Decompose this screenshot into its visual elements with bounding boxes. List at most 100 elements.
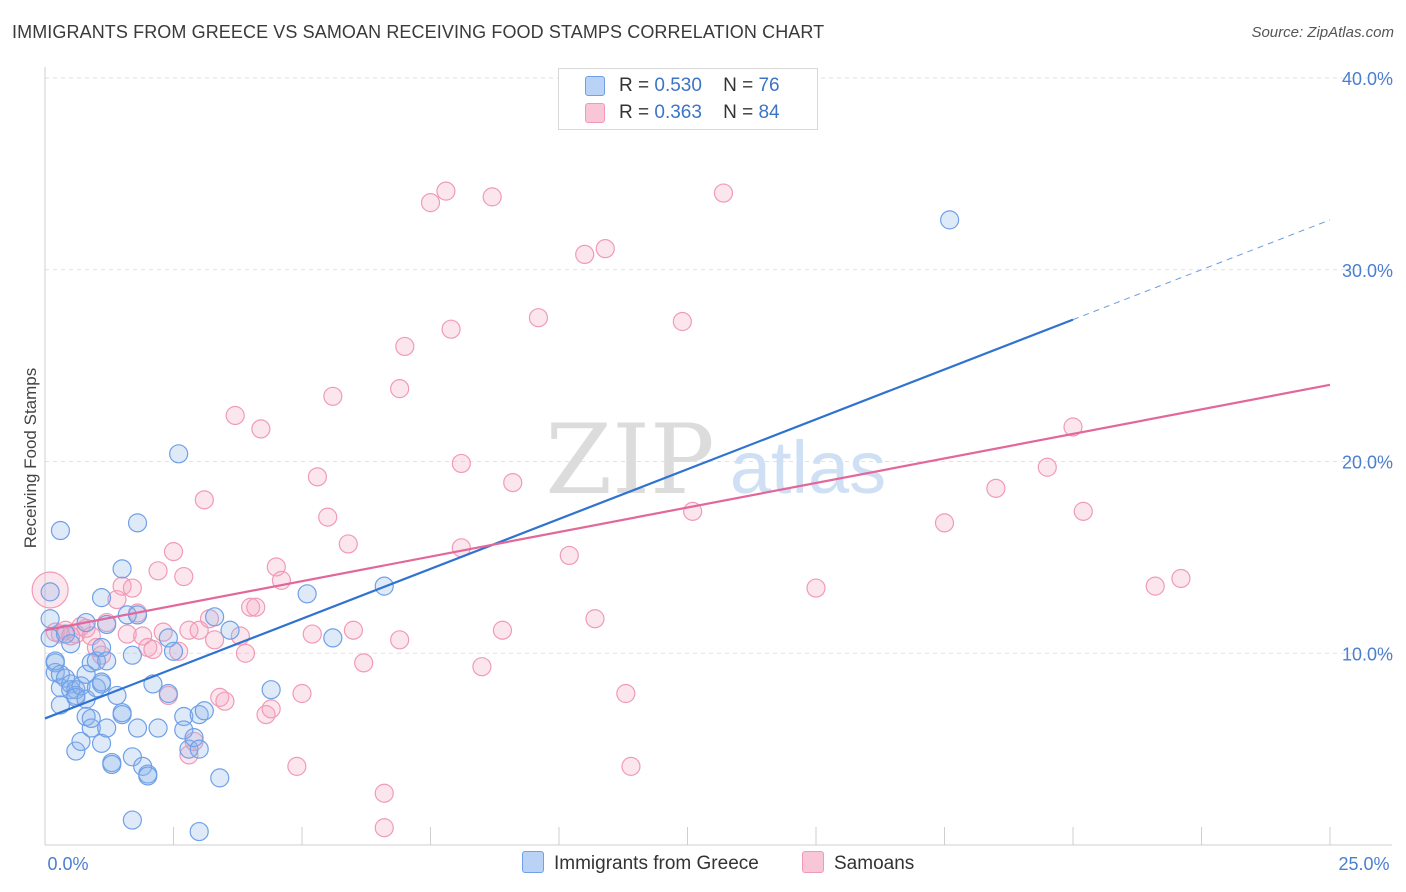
greece-point (91, 733, 112, 753)
greece-point (40, 582, 60, 602)
greece-point (55, 624, 76, 644)
chart-title: IMMIGRANTS FROM GREECE VS SAMOAN RECEIVI… (12, 22, 825, 42)
greece-point (45, 651, 65, 671)
greece-point (158, 683, 178, 704)
legend-r-value-samoans: 0.363 (654, 102, 702, 123)
samoan-point (354, 653, 374, 673)
greece-point (184, 728, 204, 748)
legend-r-label: R = (619, 75, 650, 96)
samoan-point (31, 571, 69, 609)
greece-point (169, 444, 189, 464)
greece-trendline-extension (1072, 219, 1331, 321)
y-tick-label: 10.0% (1342, 644, 1393, 664)
samoan-point (585, 609, 605, 629)
x-tick-label-min: 0.0% (47, 854, 88, 874)
y-axis-label: Receiving Food Stamps (21, 368, 40, 548)
samoan-point (225, 405, 245, 426)
bottom-legend-swatch-samoans (802, 851, 824, 873)
greece-point (210, 768, 230, 788)
bottom-legend-greece: Immigrants from Greece (522, 851, 759, 875)
samoan-point (1073, 501, 1093, 521)
samoan-point (117, 624, 137, 644)
greece-points (40, 210, 960, 842)
correlation-legend: R = 0.530 N = 76 R = 0.363 N = 84 (558, 68, 818, 130)
samoan-point (302, 624, 322, 644)
bottom-legend-label-greece: Immigrants from Greece (554, 853, 759, 874)
samoan-point (122, 578, 142, 598)
greece-point (122, 747, 142, 767)
greece-point (148, 718, 168, 738)
greece-point (97, 651, 117, 671)
samoan-point (482, 187, 502, 207)
samoan-point (390, 379, 410, 399)
greece-point (189, 739, 209, 759)
samoan-point (174, 566, 194, 587)
samoan-point (338, 534, 358, 554)
greece-point (179, 739, 199, 759)
legend-swatch-greece (585, 76, 605, 96)
y-tick-label: 40.0% (1342, 69, 1393, 89)
samoan-point (143, 639, 163, 660)
samoan-point (241, 597, 261, 617)
samoan-point (318, 507, 338, 527)
samoan-point (163, 542, 184, 562)
greece-point (61, 634, 81, 654)
samoan-point (153, 622, 173, 642)
samoan-point (194, 490, 214, 510)
greece-point (174, 706, 194, 727)
greece-point (40, 609, 60, 629)
legend-r-label: R = (619, 102, 650, 123)
samoan-point (179, 620, 199, 640)
samoan-point (986, 478, 1006, 498)
samoan-point (292, 683, 312, 704)
samoan-point (616, 683, 636, 704)
axes (44, 67, 1392, 846)
samoan-point (713, 183, 734, 203)
greece-point (102, 754, 122, 775)
greece-point (127, 605, 148, 625)
greece-point (91, 588, 112, 608)
greece-point (323, 628, 343, 648)
samoan-point (934, 513, 955, 533)
samoan-point (215, 691, 235, 711)
greece-point (112, 559, 132, 579)
greece-trendline (44, 318, 1074, 720)
greece-point (261, 680, 281, 700)
samoan-point (472, 657, 492, 677)
samoan-point (261, 699, 281, 719)
legend-n-label: N = (723, 75, 754, 96)
samoan-point (235, 643, 256, 663)
greece-point (76, 664, 96, 684)
greece-point (189, 821, 209, 842)
samoan-point (133, 626, 153, 646)
greece-point (205, 607, 225, 627)
samoan-point (210, 687, 230, 707)
samoan-point (1171, 568, 1191, 589)
samoan-point (621, 756, 641, 776)
greece-point (297, 584, 317, 604)
y-tick-label: 30.0% (1342, 261, 1393, 281)
samoan-point (528, 308, 549, 328)
samoan-point (390, 630, 410, 650)
greece-point (174, 720, 194, 740)
watermark-zip: ZIP (545, 404, 714, 516)
greece-point (91, 672, 112, 692)
watermark-atlas: atlas (730, 426, 886, 509)
y-tick-label: 20.0% (1342, 453, 1393, 473)
samoan-point (503, 472, 523, 493)
samoans-trendline (44, 383, 1331, 632)
greece-point (122, 645, 142, 665)
samoans-points (31, 181, 1191, 838)
source-label: Source: ZipAtlas.com (1251, 24, 1394, 41)
greece-point (66, 741, 86, 761)
samoan-point (441, 319, 461, 339)
bottom-legend-swatch-greece (522, 851, 544, 873)
greece-point (66, 680, 86, 700)
samoan-point (374, 818, 394, 838)
legend-r-value-greece: 0.530 (654, 75, 702, 96)
greece-point (50, 695, 71, 715)
gridlines (45, 77, 1392, 654)
greece-point (97, 718, 117, 738)
samoan-point (1145, 576, 1165, 596)
greece-point (127, 513, 148, 533)
